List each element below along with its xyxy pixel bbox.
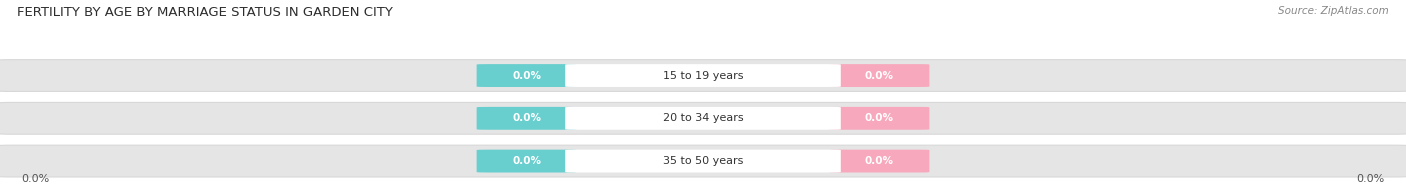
Text: 15 to 19 years: 15 to 19 years <box>662 71 744 81</box>
FancyBboxPatch shape <box>830 107 929 130</box>
FancyBboxPatch shape <box>565 150 841 172</box>
Text: 0.0%: 0.0% <box>21 174 49 184</box>
FancyBboxPatch shape <box>0 60 1406 92</box>
FancyBboxPatch shape <box>830 64 929 87</box>
FancyBboxPatch shape <box>0 145 1406 177</box>
Text: 0.0%: 0.0% <box>512 71 541 81</box>
FancyBboxPatch shape <box>830 150 929 172</box>
Text: 35 to 50 years: 35 to 50 years <box>662 156 744 166</box>
Text: 0.0%: 0.0% <box>865 71 894 81</box>
Text: Source: ZipAtlas.com: Source: ZipAtlas.com <box>1278 6 1389 16</box>
Text: 20 to 34 years: 20 to 34 years <box>662 113 744 123</box>
FancyBboxPatch shape <box>477 107 576 130</box>
Text: 0.0%: 0.0% <box>865 156 894 166</box>
FancyBboxPatch shape <box>565 64 841 87</box>
FancyBboxPatch shape <box>565 107 841 130</box>
Text: 0.0%: 0.0% <box>865 113 894 123</box>
FancyBboxPatch shape <box>0 102 1406 134</box>
FancyBboxPatch shape <box>477 64 576 87</box>
Text: 0.0%: 0.0% <box>1357 174 1385 184</box>
Text: FERTILITY BY AGE BY MARRIAGE STATUS IN GARDEN CITY: FERTILITY BY AGE BY MARRIAGE STATUS IN G… <box>17 6 392 19</box>
Text: 0.0%: 0.0% <box>512 113 541 123</box>
Text: 0.0%: 0.0% <box>512 156 541 166</box>
FancyBboxPatch shape <box>477 150 576 172</box>
